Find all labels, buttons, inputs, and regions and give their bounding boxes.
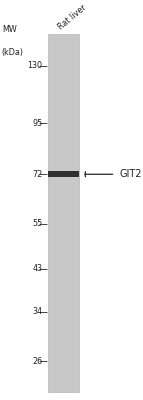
Text: 130: 130 <box>27 62 42 70</box>
Text: MW: MW <box>2 25 17 34</box>
Text: 55: 55 <box>32 219 42 228</box>
Bar <box>48 34 79 392</box>
Text: (kDa): (kDa) <box>2 48 24 56</box>
Text: 26: 26 <box>32 356 42 366</box>
Text: 34: 34 <box>32 307 42 316</box>
Text: 95: 95 <box>32 119 42 128</box>
Text: Rat liver: Rat liver <box>57 3 88 32</box>
Text: GIT2: GIT2 <box>120 169 142 179</box>
Text: 72: 72 <box>32 170 42 179</box>
Text: 43: 43 <box>32 264 42 273</box>
Bar <box>48 171 79 177</box>
